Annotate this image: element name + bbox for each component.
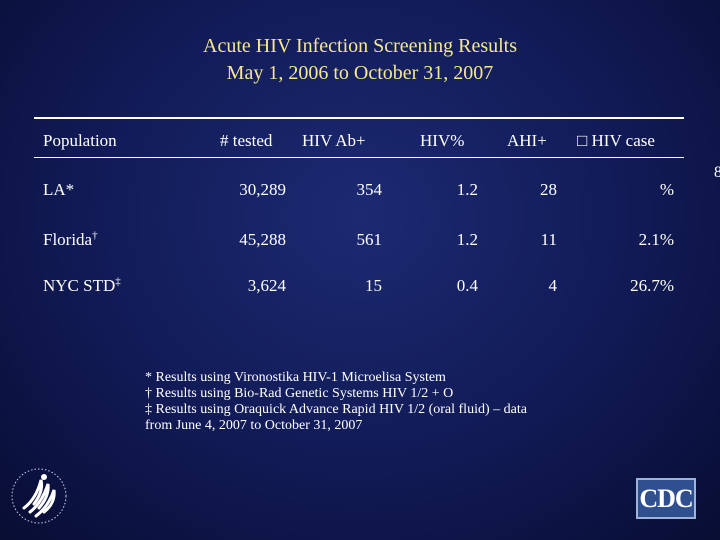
table-row-ahi: 28	[540, 180, 557, 199]
header-hiv-ab: HIV Ab+	[302, 131, 366, 150]
table-row-hiv-ab: 561	[356, 230, 383, 249]
table-row-population: NYC STD‡	[43, 275, 121, 295]
footnote-line: † Results using Bio-Rad Genetic Systems …	[145, 386, 454, 401]
cdc-logo: CDC	[636, 478, 696, 519]
table-row-hiv-case: %	[659, 180, 674, 199]
table-header-rule	[34, 157, 684, 158]
header-hiv-pct: HIV%	[420, 131, 465, 150]
header-hiv-case: □ HIV case	[577, 131, 655, 150]
table-row-hiv-pct: 1.2	[456, 230, 478, 249]
table-row-hiv-pct: 1.2	[456, 180, 478, 199]
table-row-hiv-case: 2.1%	[638, 230, 674, 249]
table-top-rule	[34, 117, 684, 119]
footnotes: * Results using Vironostika HIV-1 Microe…	[145, 370, 665, 434]
slide-subtitle: May 1, 2006 to October 31, 2007	[226, 62, 494, 84]
footnote-line: from June 4, 2007 to October 31, 2007	[145, 418, 363, 433]
table-row-hiv-ab: 15	[365, 276, 382, 295]
slide-title: Acute HIV Infection Screening Results	[203, 35, 517, 57]
table-row-tested: 3,624	[247, 276, 286, 295]
footnote-line: * Results using Vironostika HIV-1 Microe…	[145, 370, 446, 385]
header-tested: # tested	[220, 131, 273, 150]
hhs-eagle-logo	[11, 468, 67, 524]
header-population: Population	[43, 131, 117, 150]
table-row-hiv-case: 26.7%	[630, 276, 674, 295]
table-row-ahi: 4	[548, 276, 558, 295]
table-row-hiv-pct: 0.4	[456, 276, 478, 295]
table-row-tested: 30,289	[239, 180, 286, 199]
table-row-hiv-ab: 354	[356, 180, 383, 199]
table-row-ahi: 11	[540, 230, 557, 249]
header-ahi: AHI+	[507, 131, 547, 150]
footnote-line: ‡ Results using Oraquick Advance Rapid H…	[145, 402, 527, 417]
table-row-population: Florida†	[43, 229, 98, 249]
table-row-population: LA*	[43, 180, 75, 199]
table-row-tested: 45,288	[239, 230, 286, 249]
edge-mark: 8	[714, 164, 720, 181]
